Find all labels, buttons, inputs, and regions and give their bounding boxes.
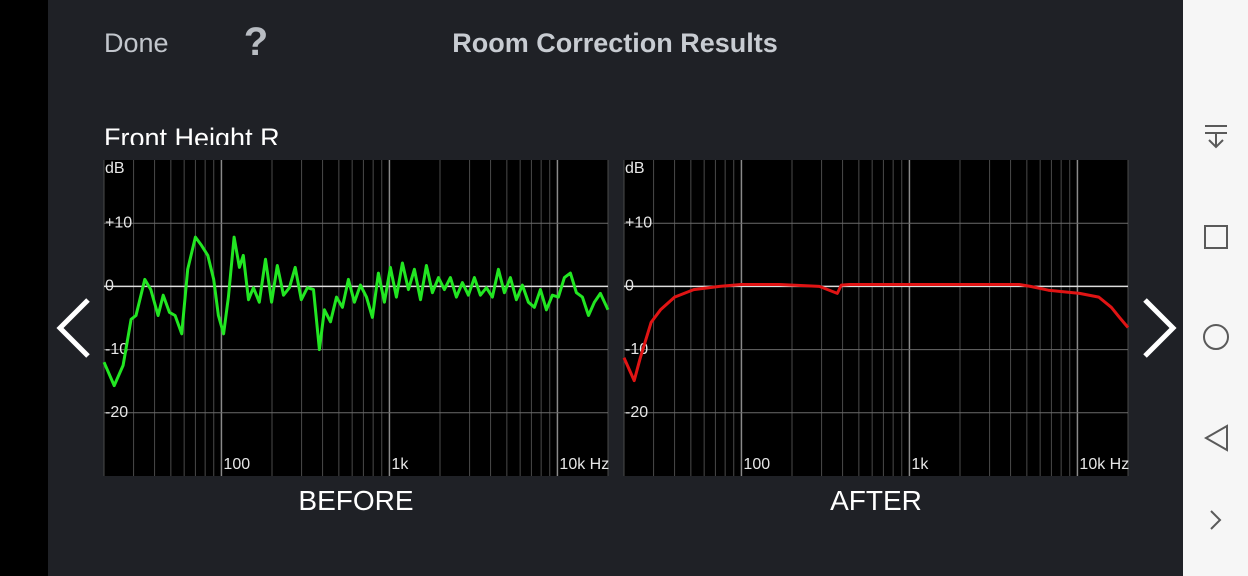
y-axis-label: dB	[105, 160, 125, 177]
response-line	[102, 235, 610, 388]
y-tick-label: 0	[625, 278, 634, 295]
nav-recents[interactable]	[1204, 225, 1228, 249]
y-axis-label: dB	[625, 160, 645, 177]
chart-caption: AFTER	[830, 485, 922, 516]
page-title: Room Correction Results	[452, 28, 778, 58]
section-title: Front Height R	[104, 123, 280, 153]
y-tick-label: -20	[105, 404, 128, 421]
nav-icons	[1203, 125, 1229, 530]
nav-back[interactable]	[1203, 424, 1228, 452]
x-tick-label: 100	[743, 456, 770, 473]
y-tick-label: +10	[625, 214, 652, 231]
y-tick-label: -20	[625, 404, 648, 421]
help-button[interactable]: ?	[244, 20, 268, 64]
response-line	[622, 283, 1130, 383]
nav-collapse[interactable]	[1205, 125, 1227, 149]
previous-arrow[interactable]	[56, 298, 90, 358]
y-tick-label: -10	[105, 341, 128, 358]
done-button[interactable]: Done	[104, 28, 169, 58]
nav-more[interactable]	[1210, 510, 1222, 530]
nav-bar	[1183, 0, 1248, 576]
x-tick-label: 1k	[911, 456, 929, 473]
x-tick-label: 10k Hz	[559, 456, 609, 473]
left-strip	[0, 0, 48, 576]
x-tick-label: 1k	[391, 456, 409, 473]
y-tick-label: +10	[105, 214, 132, 231]
chart-caption: BEFORE	[298, 485, 413, 516]
nav-home[interactable]	[1203, 324, 1229, 350]
plot-area	[624, 160, 1128, 476]
section-clip: Front Height R	[104, 123, 280, 153]
plot-area	[104, 160, 608, 476]
x-tick-label: 100	[223, 456, 250, 473]
next-arrow[interactable]	[1143, 298, 1177, 358]
x-tick-label: 10k Hz	[1079, 456, 1129, 473]
chart: +10 0 -10 -20 100 1k 10k Hz dB BEFORE	[102, 160, 610, 516]
y-tick-label: 0	[105, 278, 114, 295]
